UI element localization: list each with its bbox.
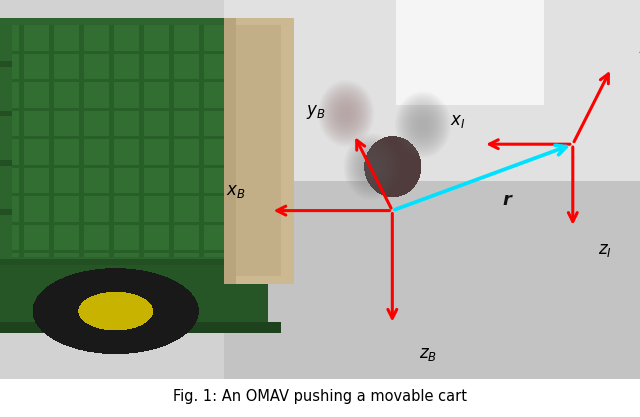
Text: Fig. 1: An OMAV pushing a movable cart: Fig. 1: An OMAV pushing a movable cart: [173, 389, 467, 404]
Text: $z_I$: $z_I$: [598, 242, 612, 259]
Text: $x_B$: $x_B$: [226, 183, 245, 200]
Text: $\boldsymbol{r}$: $\boldsymbol{r}$: [502, 191, 514, 209]
Text: $x_I$: $x_I$: [450, 113, 465, 130]
Text: $z_B$: $z_B$: [419, 346, 436, 363]
Text: $y_B$: $y_B$: [306, 103, 325, 121]
Text: $y_I$: $y_I$: [639, 37, 640, 55]
